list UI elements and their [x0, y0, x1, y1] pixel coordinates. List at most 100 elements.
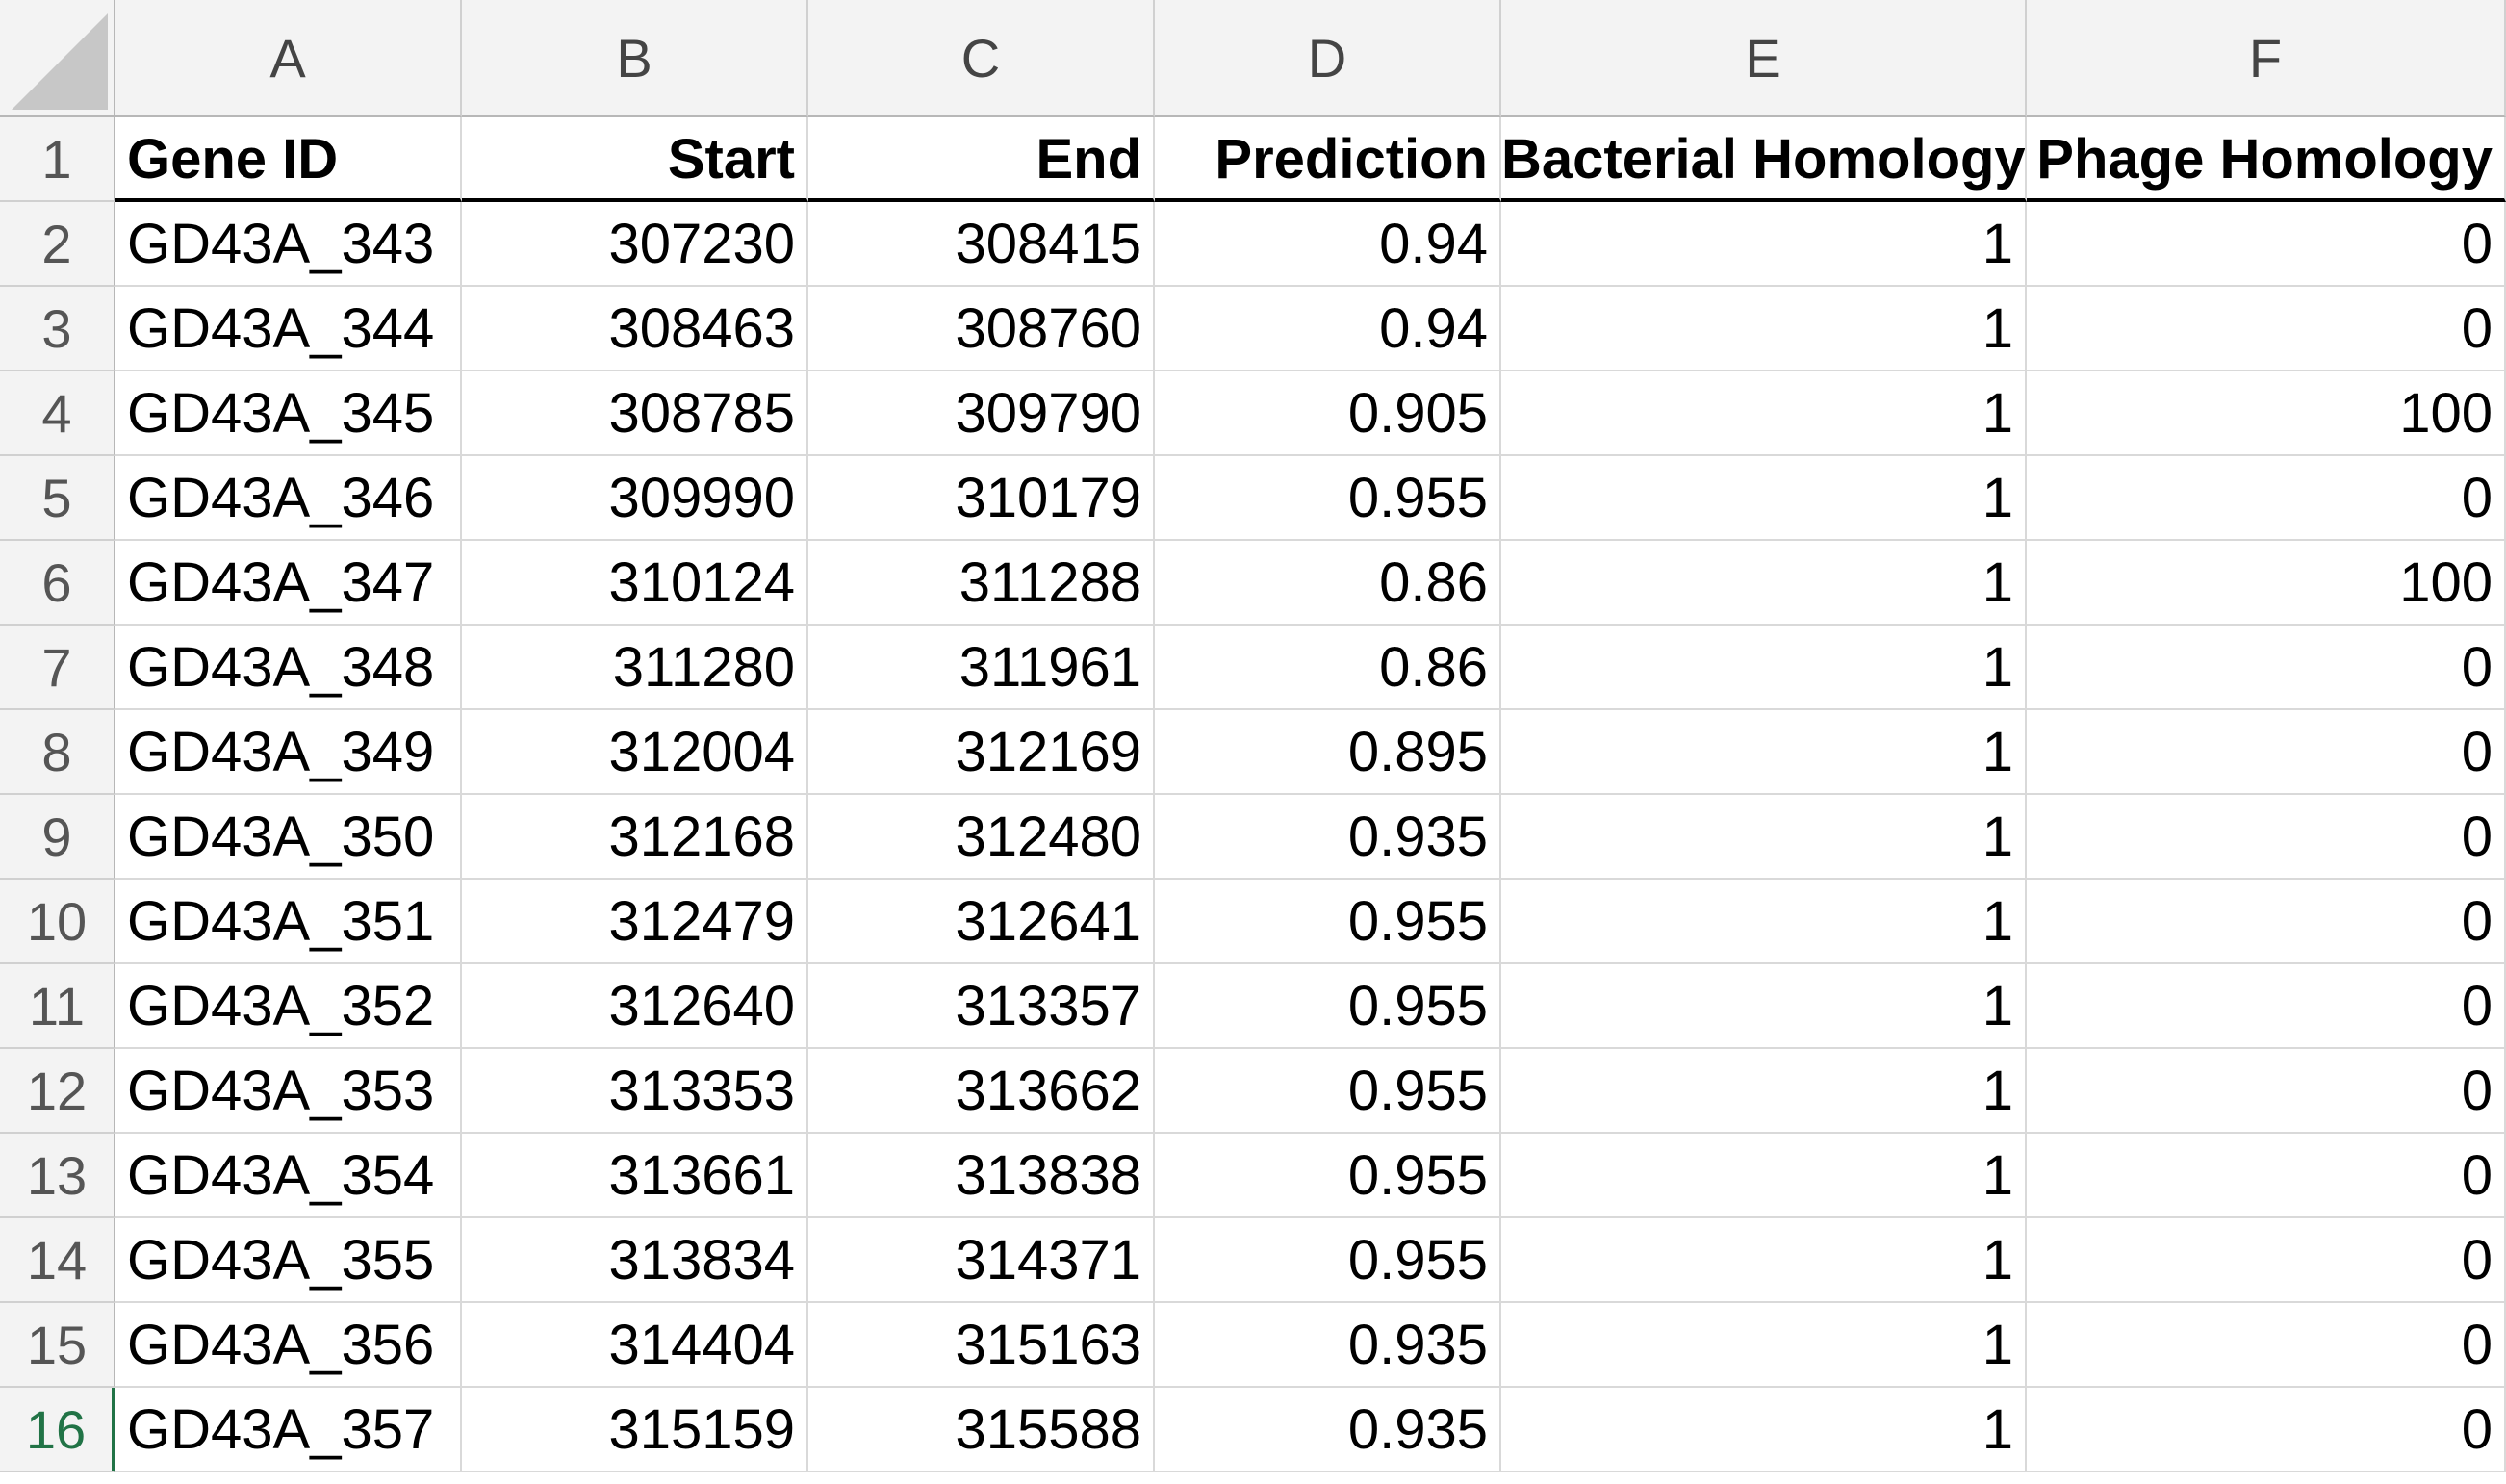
row-header-11[interactable]: 11 [0, 964, 115, 1049]
column-header-c[interactable]: C [808, 0, 1155, 117]
cell-d4[interactable]: 0.905 [1155, 371, 1501, 456]
row-header-7[interactable]: 7 [0, 626, 115, 710]
cell-e16[interactable]: 1 [1501, 1388, 2027, 1472]
cell-f9[interactable]: 0 [2027, 795, 2506, 880]
column-header-f[interactable]: F [2027, 0, 2506, 117]
cell-f4[interactable]: 100 [2027, 371, 2506, 456]
cell-e11[interactable]: 1 [1501, 964, 2027, 1049]
cell-a13[interactable]: GD43A_354 [115, 1134, 462, 1218]
cell-b13[interactable]: 313661 [462, 1134, 808, 1218]
row-header-6[interactable]: 6 [0, 541, 115, 626]
cell-e3[interactable]: 1 [1501, 287, 2027, 371]
cell-a10[interactable]: GD43A_351 [115, 880, 462, 964]
cell-c3[interactable]: 308760 [808, 287, 1155, 371]
select-all-corner[interactable] [0, 0, 115, 117]
cell-b12[interactable]: 313353 [462, 1049, 808, 1134]
cell-d5[interactable]: 0.955 [1155, 456, 1501, 541]
cell-c8[interactable]: 312169 [808, 710, 1155, 795]
cell-d8[interactable]: 0.895 [1155, 710, 1501, 795]
header-cell-a1[interactable]: Gene ID [115, 117, 462, 202]
cell-d12[interactable]: 0.955 [1155, 1049, 1501, 1134]
cell-a5[interactable]: GD43A_346 [115, 456, 462, 541]
cell-c10[interactable]: 312641 [808, 880, 1155, 964]
cell-d7[interactable]: 0.86 [1155, 626, 1501, 710]
cell-b9[interactable]: 312168 [462, 795, 808, 880]
cell-e13[interactable]: 1 [1501, 1134, 2027, 1218]
column-header-a[interactable]: A [115, 0, 462, 117]
cell-e12[interactable]: 1 [1501, 1049, 2027, 1134]
cell-a3[interactable]: GD43A_344 [115, 287, 462, 371]
cell-e15[interactable]: 1 [1501, 1303, 2027, 1388]
cell-e4[interactable]: 1 [1501, 371, 2027, 456]
cell-d11[interactable]: 0.955 [1155, 964, 1501, 1049]
cell-e2[interactable]: 1 [1501, 202, 2027, 287]
cell-c6[interactable]: 311288 [808, 541, 1155, 626]
cell-c11[interactable]: 313357 [808, 964, 1155, 1049]
cell-c7[interactable]: 311961 [808, 626, 1155, 710]
cell-a12[interactable]: GD43A_353 [115, 1049, 462, 1134]
row-header-9[interactable]: 9 [0, 795, 115, 880]
cell-f11[interactable]: 0 [2027, 964, 2506, 1049]
cell-f10[interactable]: 0 [2027, 880, 2506, 964]
row-header-15[interactable]: 15 [0, 1303, 115, 1388]
cell-a7[interactable]: GD43A_348 [115, 626, 462, 710]
cell-a16[interactable]: GD43A_357 [115, 1388, 462, 1472]
cell-b2[interactable]: 307230 [462, 202, 808, 287]
row-header-3[interactable]: 3 [0, 287, 115, 371]
cell-b8[interactable]: 312004 [462, 710, 808, 795]
row-header-8[interactable]: 8 [0, 710, 115, 795]
cell-e7[interactable]: 1 [1501, 626, 2027, 710]
cell-a11[interactable]: GD43A_352 [115, 964, 462, 1049]
column-header-d[interactable]: D [1155, 0, 1501, 117]
cell-f15[interactable]: 0 [2027, 1303, 2506, 1388]
cell-b14[interactable]: 313834 [462, 1218, 808, 1303]
cell-c16[interactable]: 315588 [808, 1388, 1155, 1472]
cell-e6[interactable]: 1 [1501, 541, 2027, 626]
header-cell-d1[interactable]: Prediction [1155, 117, 1501, 202]
row-header-4[interactable]: 4 [0, 371, 115, 456]
cell-e14[interactable]: 1 [1501, 1218, 2027, 1303]
cell-a6[interactable]: GD43A_347 [115, 541, 462, 626]
cell-f7[interactable]: 0 [2027, 626, 2506, 710]
cell-d13[interactable]: 0.955 [1155, 1134, 1501, 1218]
cell-f16[interactable]: 0 [2027, 1388, 2506, 1472]
cell-e10[interactable]: 1 [1501, 880, 2027, 964]
cell-f2[interactable]: 0 [2027, 202, 2506, 287]
cell-f8[interactable]: 0 [2027, 710, 2506, 795]
row-header-2[interactable]: 2 [0, 202, 115, 287]
cell-e5[interactable]: 1 [1501, 456, 2027, 541]
cell-e8[interactable]: 1 [1501, 710, 2027, 795]
cell-d6[interactable]: 0.86 [1155, 541, 1501, 626]
cell-a4[interactable]: GD43A_345 [115, 371, 462, 456]
cell-a14[interactable]: GD43A_355 [115, 1218, 462, 1303]
cell-c9[interactable]: 312480 [808, 795, 1155, 880]
header-cell-f1[interactable]: Phage Homology [2027, 117, 2506, 202]
cell-a8[interactable]: GD43A_349 [115, 710, 462, 795]
cell-d3[interactable]: 0.94 [1155, 287, 1501, 371]
cell-d14[interactable]: 0.955 [1155, 1218, 1501, 1303]
cell-b7[interactable]: 311280 [462, 626, 808, 710]
cell-c15[interactable]: 315163 [808, 1303, 1155, 1388]
cell-c5[interactable]: 310179 [808, 456, 1155, 541]
row-header-14[interactable]: 14 [0, 1218, 115, 1303]
cell-d2[interactable]: 0.94 [1155, 202, 1501, 287]
cell-b6[interactable]: 310124 [462, 541, 808, 626]
row-header-1[interactable]: 1 [0, 117, 115, 202]
row-header-16[interactable]: 16 [0, 1388, 115, 1472]
cell-b10[interactable]: 312479 [462, 880, 808, 964]
cell-a9[interactable]: GD43A_350 [115, 795, 462, 880]
cell-a2[interactable]: GD43A_343 [115, 202, 462, 287]
cell-d15[interactable]: 0.935 [1155, 1303, 1501, 1388]
cell-c13[interactable]: 313838 [808, 1134, 1155, 1218]
cell-c14[interactable]: 314371 [808, 1218, 1155, 1303]
cell-c4[interactable]: 309790 [808, 371, 1155, 456]
cell-e9[interactable]: 1 [1501, 795, 2027, 880]
cell-f5[interactable]: 0 [2027, 456, 2506, 541]
cell-a15[interactable]: GD43A_356 [115, 1303, 462, 1388]
cell-b16[interactable]: 315159 [462, 1388, 808, 1472]
cell-c12[interactable]: 313662 [808, 1049, 1155, 1134]
cell-b11[interactable]: 312640 [462, 964, 808, 1049]
cell-f3[interactable]: 0 [2027, 287, 2506, 371]
header-cell-c1[interactable]: End [808, 117, 1155, 202]
cell-f14[interactable]: 0 [2027, 1218, 2506, 1303]
